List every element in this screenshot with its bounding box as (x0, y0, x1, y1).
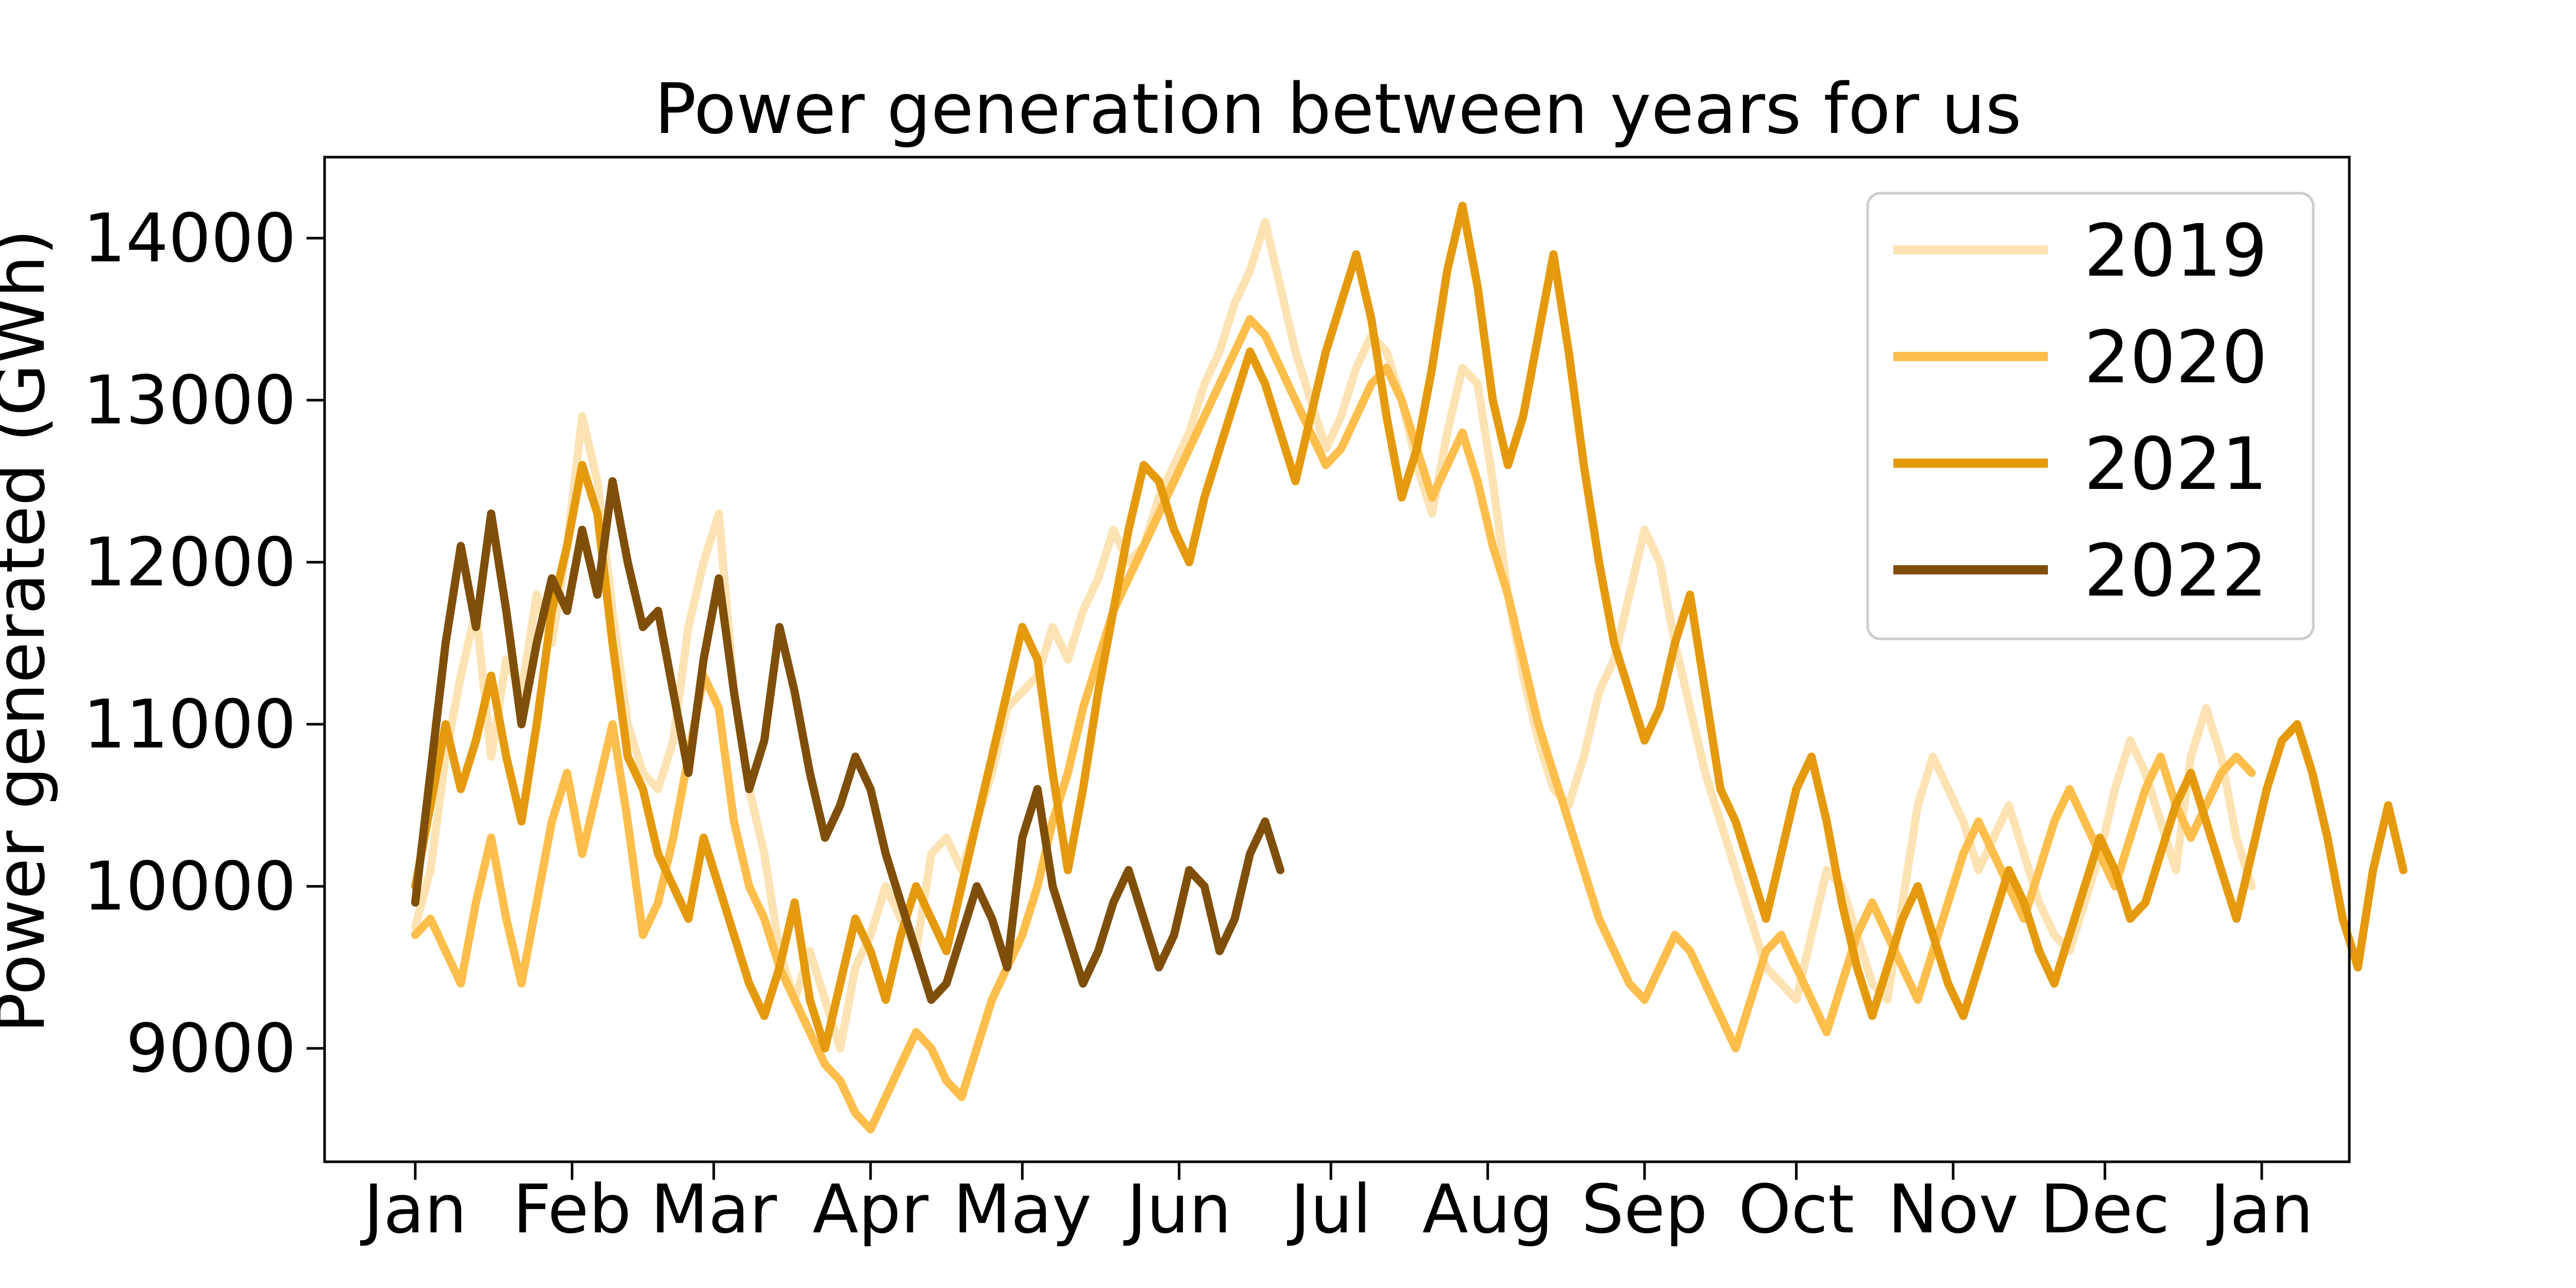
x-tick-label: Sep (1582, 1170, 1708, 1248)
legend-label-2021: 2021 (2084, 422, 2267, 506)
x-axis: Jan Feb Mar Apr May Jun Jul Aug Sep Oct Nov Dec Jan (360, 1162, 2313, 1248)
x-tick-label: Jul (1287, 1170, 1371, 1248)
y-tick-label: 14000 (83, 199, 296, 277)
x-tick-label: May (953, 1170, 1092, 1248)
x-tick-label: Mar (651, 1170, 777, 1248)
x-tick-label: Feb (513, 1170, 631, 1248)
x-tick-label: Dec (2040, 1170, 2170, 1248)
y-tick-label: 13000 (83, 361, 296, 439)
legend: 2019 2020 2021 2022 (1866, 192, 2315, 640)
y-axis-label: Power generated (GWh) (0, 229, 60, 1033)
plot-lines (411, 201, 2408, 1134)
x-tick-label: Jan (2207, 1170, 2313, 1248)
plot-frame (323, 156, 2351, 1163)
legend-label-2020: 2020 (2084, 316, 2267, 400)
series-line-2021 (411, 201, 2408, 1053)
y-tick-label: 11000 (83, 685, 296, 764)
y-tick-label: 12000 (83, 523, 296, 601)
x-tick-label: Nov (1888, 1170, 2019, 1248)
legend-label-2022: 2022 (2084, 529, 2267, 613)
y-tick-label: 9000 (126, 1009, 296, 1088)
y-axis: 9000 10000 11000 12000 13000 14000 (83, 199, 325, 1088)
legend-label-2019: 2019 (2084, 209, 2267, 293)
series-line-2022 (411, 477, 1285, 1004)
series-line-2019 (411, 217, 2256, 1053)
legend-box (1866, 192, 2315, 640)
x-tick-label: Apr (812, 1170, 928, 1248)
x-tick-label: Aug (1422, 1170, 1553, 1248)
series-line-2020 (411, 315, 2256, 1134)
x-tick-label: Oct (1738, 1170, 1854, 1248)
chart-title: Power generation between years for us (654, 69, 2022, 149)
y-tick-label: 10000 (83, 847, 296, 925)
x-tick-label: Jun (1123, 1170, 1231, 1248)
x-tick-label: Jan (360, 1170, 467, 1248)
